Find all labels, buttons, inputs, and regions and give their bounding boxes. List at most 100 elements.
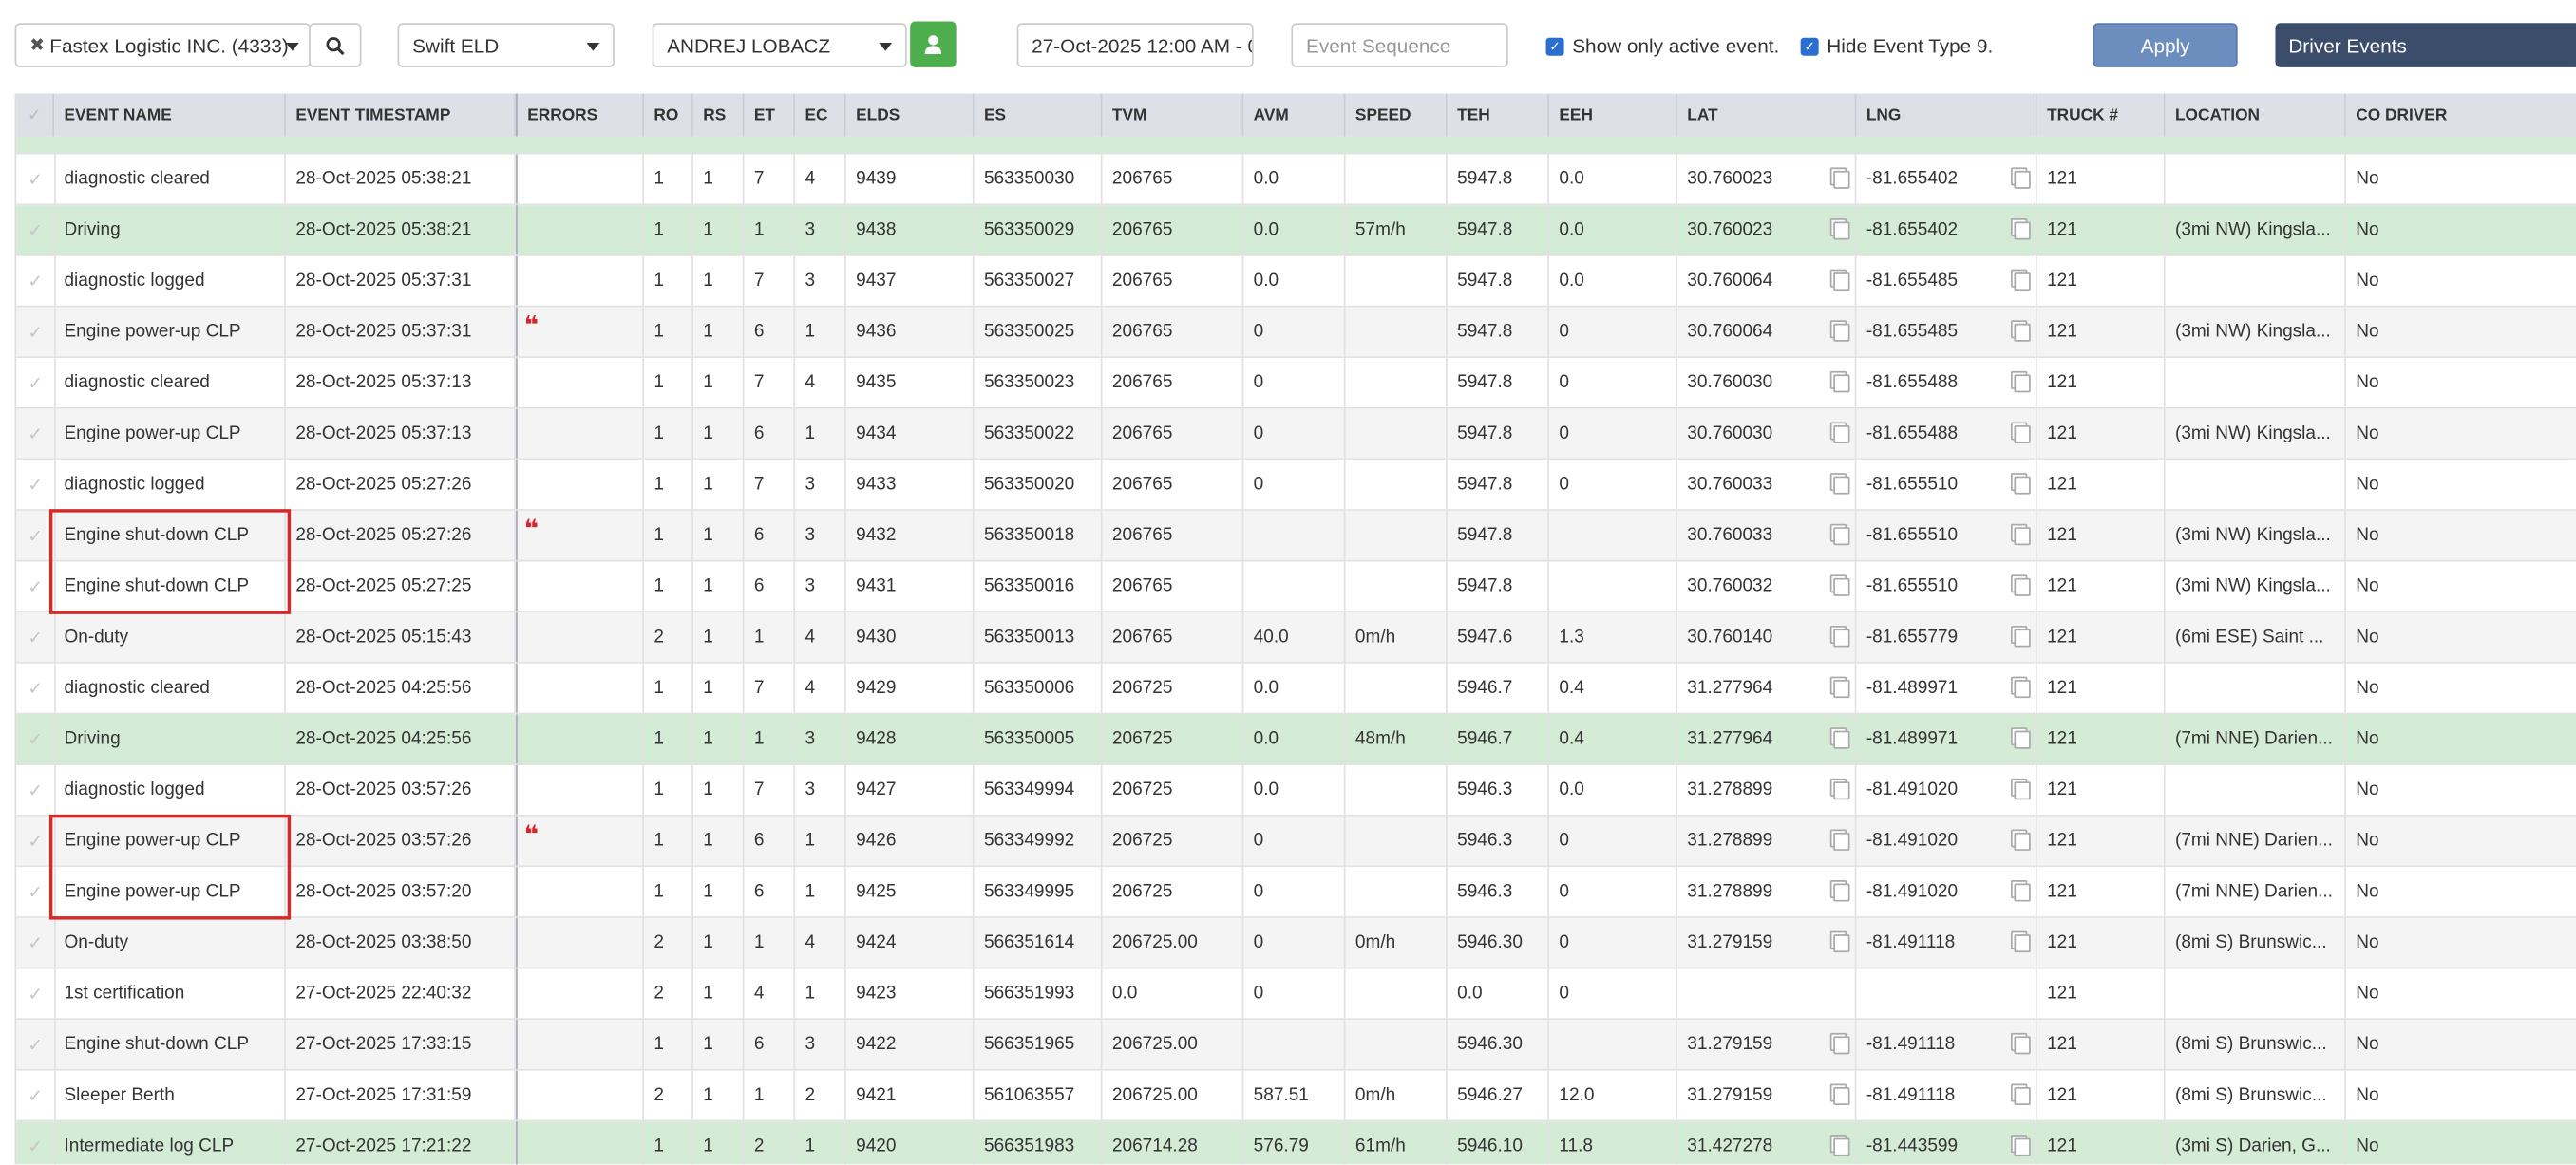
- cell: 4: [795, 358, 846, 407]
- cell: 6: [745, 510, 796, 560]
- cell: 5947.8: [1448, 154, 1550, 204]
- event-row: ✓ Engine power-up CLP 28-Oct-2025 05:37:13…: [16, 408, 2576, 460]
- cell: [2166, 460, 2346, 510]
- cell: Sleeper Berth: [54, 1070, 286, 1120]
- search-button[interactable]: [309, 23, 362, 67]
- cell: 9436: [846, 307, 975, 357]
- cell: On-duty: [54, 917, 286, 968]
- cell: 30.760023: [1677, 154, 1857, 204]
- cell: 563350025: [975, 307, 1103, 357]
- cell: 563349992: [975, 816, 1103, 866]
- cell: 7: [745, 663, 796, 713]
- select-all[interactable]: ✓: [16, 93, 55, 137]
- cell: 6: [745, 307, 796, 357]
- checkbox[interactable]: ✓: [1545, 36, 1564, 55]
- cell: 563349995: [975, 867, 1103, 917]
- cell: (7mi NNE) Darien...: [2166, 867, 2346, 917]
- cell: (3mi S) Darien, G...: [2166, 1121, 2346, 1165]
- cell: 206725: [1103, 867, 1244, 917]
- cell: 31.277964: [1677, 663, 1857, 713]
- cell: 0m/h: [1346, 1070, 1448, 1120]
- cell: 121: [2037, 408, 2166, 459]
- driver-button[interactable]: [910, 21, 957, 67]
- error-cell: ❝: [516, 307, 644, 357]
- cell: (8mi S) Brunswic...: [2166, 1070, 2346, 1120]
- event-row: ✓ diagnostic cleared 28-Oct-2025 05:38:21 1…: [16, 154, 2576, 206]
- cell: 0.0: [1243, 154, 1346, 204]
- cell: [2166, 968, 2346, 1019]
- cell: 1: [693, 714, 745, 764]
- cell: 1: [693, 968, 745, 1019]
- cell: [1856, 968, 2037, 1019]
- cell: 563350006: [975, 663, 1103, 713]
- cell: 1: [795, 867, 846, 917]
- event-row: ✓ diagnostic cleared 28-Oct-2025 04:25:56 1…: [16, 663, 2576, 715]
- cell: [1346, 968, 1448, 1019]
- cell: 30.760064: [1677, 307, 1857, 357]
- cell: 11.8: [1549, 1121, 1677, 1165]
- cell: 1: [644, 816, 693, 866]
- checkbox[interactable]: ✓: [1800, 36, 1819, 55]
- apply-button[interactable]: Apply: [2093, 23, 2238, 67]
- cell: 7: [745, 764, 796, 815]
- cell: 1: [693, 307, 745, 357]
- cell: 1: [693, 1070, 745, 1120]
- row-select: ✓: [16, 307, 56, 357]
- cell: -81.443599: [1856, 1121, 2037, 1165]
- eld-select[interactable]: Swift ELD: [397, 23, 615, 67]
- view-select[interactable]: Driver Events: [2275, 23, 2576, 67]
- copy-icon: [2014, 577, 2031, 596]
- event-sequence-input[interactable]: Event Sequence: [1291, 23, 1508, 67]
- error-cell: [516, 358, 644, 407]
- cell: 1: [693, 255, 745, 306]
- show-active-checkbox[interactable]: ✓ Show only active event.: [1545, 34, 1779, 58]
- row-select: ✓: [16, 358, 56, 407]
- cell: Engine shut-down CLP: [54, 510, 286, 560]
- cell: (6mi ESE) Saint ...: [2166, 612, 2346, 663]
- cell: diagnostic cleared: [54, 663, 286, 713]
- copy-icon: [2014, 272, 2031, 291]
- highlight-box: [48, 814, 292, 920]
- copy-icon: [1833, 680, 1850, 699]
- company-select[interactable]: ✖ Fastex Logistic INC. (4333): [14, 23, 311, 67]
- cell: 206765: [1103, 154, 1244, 204]
- cell: 5947.8: [1448, 408, 1550, 459]
- cell: 121: [2037, 1121, 2166, 1165]
- copy-icon: [1833, 629, 1850, 648]
- cell: 0: [1549, 917, 1677, 968]
- cell: 1: [693, 612, 745, 663]
- driver-select[interactable]: ANDREJ LOBACZ: [652, 23, 907, 67]
- cell: 5946.30: [1448, 917, 1550, 968]
- error-cell: [516, 714, 644, 764]
- hide-type9-checkbox[interactable]: ✓ Hide Event Type 9.: [1800, 34, 1993, 58]
- cell: 587.51: [1243, 1070, 1346, 1120]
- copy-icon: [2014, 934, 2031, 953]
- row-select: ✓: [16, 510, 56, 560]
- cell: No: [2346, 154, 2576, 204]
- cell: 121: [2037, 205, 2166, 255]
- cell: [1346, 307, 1448, 357]
- cell: 1: [795, 816, 846, 866]
- cell: 4: [795, 663, 846, 713]
- caret: [586, 42, 600, 51]
- clear-icon[interactable]: ✖: [29, 36, 46, 56]
- cell: 1st certification: [54, 968, 286, 1019]
- cell: 0.4: [1549, 714, 1677, 764]
- cell: 9430: [846, 612, 975, 663]
- cell: 206725: [1103, 764, 1244, 815]
- cell: 1: [745, 1070, 796, 1120]
- copy-icon: [2014, 730, 2031, 749]
- cell: 121: [2037, 612, 2166, 663]
- cell: 1: [693, 917, 745, 968]
- cell: 9439: [846, 154, 975, 204]
- cell: 5946.10: [1448, 1121, 1550, 1165]
- cell: 28-Oct-2025 04:25:56: [286, 714, 517, 764]
- cell: 2: [644, 968, 693, 1019]
- cell: [1346, 358, 1448, 407]
- events-table: ✓ EVENT NAME EVENT TIMESTAMP ERRORS RO RS ET E…: [14, 93, 2576, 1165]
- cell: [2166, 663, 2346, 713]
- date-range-input[interactable]: 27-Oct-2025 12:00 AM - 0: [1016, 23, 1254, 67]
- copy-icon: [1833, 424, 1850, 443]
- copy-icon: [1833, 221, 1850, 240]
